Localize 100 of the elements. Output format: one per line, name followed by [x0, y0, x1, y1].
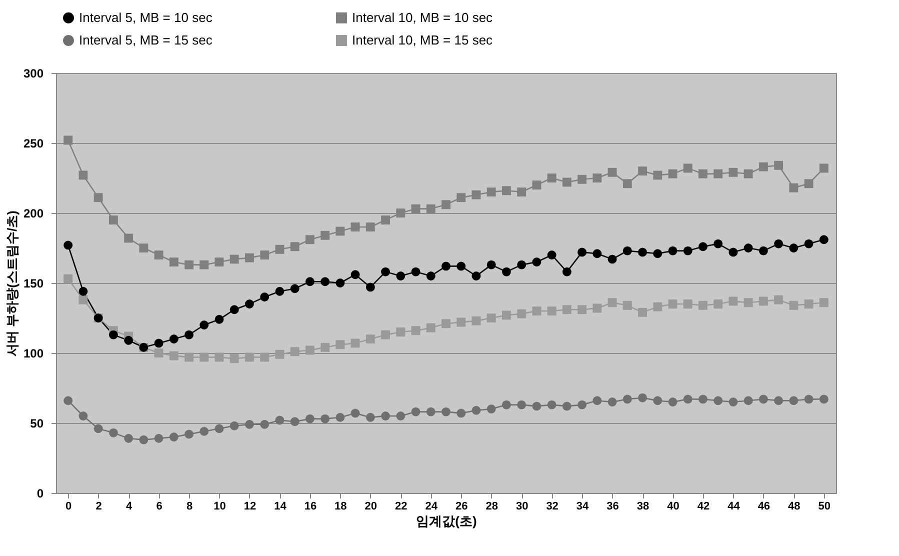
point: [532, 180, 542, 190]
point: [744, 298, 753, 308]
point: [502, 267, 511, 276]
point: [366, 282, 375, 292]
x-tick-label: 18: [334, 500, 347, 512]
point: [64, 274, 73, 284]
point: [532, 402, 542, 411]
point: [64, 136, 73, 145]
x-tick-label: 16: [304, 500, 317, 512]
point: [275, 286, 284, 296]
point: [305, 277, 314, 286]
point: [547, 174, 556, 182]
point: [426, 272, 436, 280]
point: [638, 308, 647, 317]
point: [804, 394, 814, 404]
point: [320, 414, 330, 424]
x-tick-label: 34: [576, 500, 590, 512]
point: [275, 244, 284, 254]
point: [230, 421, 239, 430]
point: [622, 394, 632, 404]
point: [350, 270, 360, 280]
point: [804, 300, 814, 308]
point: [169, 258, 178, 266]
x-tick-label: 6: [156, 500, 162, 512]
point: [472, 406, 481, 415]
point: [608, 298, 617, 308]
x-tick-label: 32: [546, 500, 558, 512]
point: [154, 250, 164, 260]
point: [78, 412, 88, 420]
point: [442, 407, 450, 416]
point: [744, 244, 753, 252]
point: [547, 250, 556, 260]
point: [774, 160, 784, 170]
point: [638, 248, 647, 257]
point: [486, 314, 496, 322]
point: [214, 314, 224, 324]
point: [169, 351, 178, 360]
point: [305, 346, 314, 355]
point: [124, 434, 134, 443]
point: [698, 242, 708, 252]
x-tick-label: 4: [126, 500, 133, 512]
y-tick-label: 50: [30, 416, 44, 430]
point: [608, 168, 617, 177]
x-tick-label: 44: [728, 500, 741, 512]
point: [336, 278, 345, 288]
point: [381, 330, 390, 340]
point: [260, 352, 270, 362]
point: [245, 352, 254, 362]
x-tick-label: 14: [274, 500, 288, 512]
point: [774, 295, 784, 304]
x-tick-label: 24: [425, 500, 438, 512]
point: [411, 267, 420, 276]
point: [819, 394, 828, 404]
point: [472, 190, 481, 200]
point: [184, 352, 194, 362]
point: [592, 304, 602, 313]
point: [517, 309, 526, 318]
point: [275, 350, 284, 359]
x-tick-label: 0: [66, 500, 72, 512]
point: [124, 336, 134, 345]
point: [169, 432, 178, 442]
point: [653, 249, 662, 258]
point: [456, 408, 466, 418]
point: [442, 262, 450, 271]
point: [547, 400, 556, 410]
point: [290, 242, 300, 252]
point: [774, 396, 784, 406]
point: [683, 300, 692, 308]
point: [653, 302, 662, 312]
point: [396, 412, 406, 420]
point: [64, 396, 73, 406]
point: [350, 408, 360, 418]
point: [804, 179, 814, 188]
point: [578, 174, 587, 184]
point: [472, 316, 481, 326]
point: [592, 174, 602, 182]
point: [184, 330, 194, 340]
point: [608, 254, 617, 264]
point: [486, 260, 496, 270]
point: [668, 398, 678, 406]
point: [789, 396, 798, 406]
point: [622, 300, 632, 310]
point: [486, 188, 496, 196]
point: [305, 235, 314, 244]
legend-label: Interval 10, MB = 10 sec: [352, 10, 494, 25]
point: [758, 162, 768, 172]
x-tick-label: 36: [606, 500, 619, 512]
point: [230, 254, 239, 264]
point: [336, 412, 345, 422]
y-tick-label: 250: [23, 136, 44, 150]
point: [698, 300, 708, 310]
point: [698, 394, 708, 404]
point: [456, 193, 466, 202]
point: [245, 253, 254, 262]
point: [668, 169, 678, 178]
point: [366, 334, 375, 344]
point: [350, 338, 360, 348]
point: [200, 426, 209, 436]
point: [336, 226, 345, 236]
x-tick-label: 26: [455, 500, 468, 512]
